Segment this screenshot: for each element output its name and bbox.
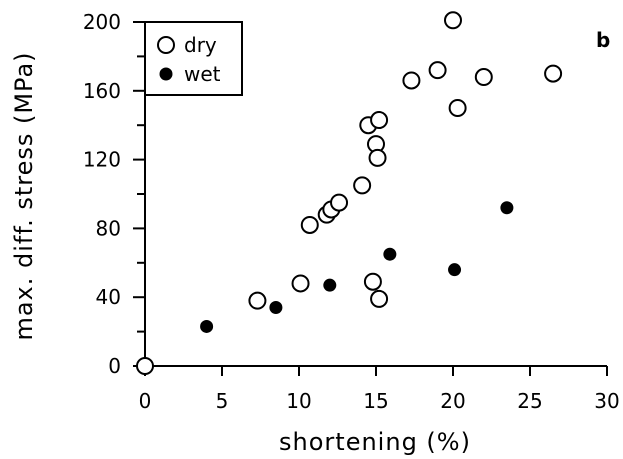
data-point-dry [248, 291, 267, 310]
y-tick-label: 80 [96, 216, 121, 240]
data-point-dry [474, 68, 493, 87]
legend-label-wet: wet [184, 62, 221, 86]
legend: dry wet [144, 21, 243, 96]
data-point-dry [363, 272, 382, 291]
data-point-dry [428, 61, 447, 80]
data-point-wet [448, 263, 462, 277]
x-axis-title: shortening (%) [279, 428, 471, 456]
y-tick-label: 0 [108, 354, 121, 378]
data-point-wet [323, 278, 337, 292]
x-tick-label: 10 [286, 389, 311, 413]
data-point-wet [383, 247, 397, 261]
data-point-wet [500, 201, 514, 215]
data-point-dry [353, 176, 372, 195]
data-point-wet [200, 319, 214, 333]
panel-label: b [596, 28, 610, 52]
data-point-dry [448, 99, 467, 117]
data-point-dry [291, 274, 310, 293]
legend-box [144, 21, 243, 96]
data-point-dry [136, 357, 154, 375]
data-point-dry [300, 215, 319, 234]
axis-ticks: 0 5 10 15 20 25 30 0 40 80 120 160 200 [83, 10, 620, 413]
legend-marker-wet [159, 67, 173, 81]
data-point-dry [370, 289, 389, 308]
data-point-dry [370, 111, 389, 130]
y-tick-label: 200 [83, 10, 121, 34]
x-tick-label: 30 [594, 389, 619, 413]
y-tick-label: 160 [83, 79, 121, 103]
data-point-dry [330, 193, 349, 212]
data-point-dry [544, 64, 563, 83]
x-tick-label: 15 [363, 389, 388, 413]
x-tick-label: 5 [216, 389, 229, 413]
y-axis-title: max. diff. stress (MPa) [10, 51, 38, 340]
data-point-dry [368, 148, 387, 167]
y-tick-label: 120 [83, 148, 121, 172]
data-point-dry [402, 71, 421, 90]
x-tick-label: 20 [440, 389, 465, 413]
x-tick-label: 25 [517, 389, 542, 413]
data-points [136, 11, 563, 375]
data-point-wet [269, 301, 283, 315]
legend-label-dry: dry [184, 33, 217, 57]
legend-marker-dry [157, 36, 175, 54]
x-tick-label: 0 [139, 389, 152, 413]
y-tick-label: 40 [96, 285, 121, 309]
data-point-dry [444, 11, 462, 30]
